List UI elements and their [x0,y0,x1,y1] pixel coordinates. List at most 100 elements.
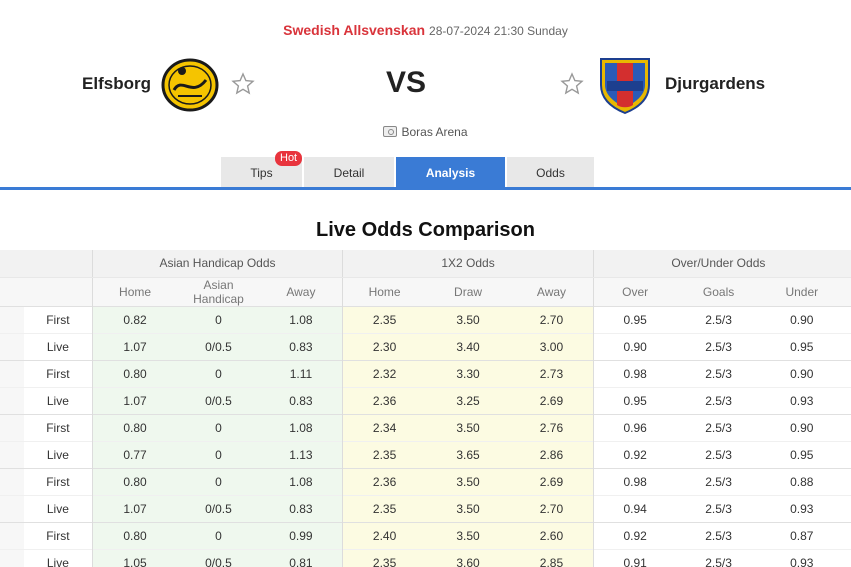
ou-under-odds[interactable]: 0.90 [760,413,843,441]
table-row[interactable]: First 0.80 0 1.11 2.32 3.30 2.73 0.98 2.5/3 0.90 [0,359,851,387]
x12-draw-odds[interactable]: 3.40 [425,332,511,360]
x12-home-odds[interactable]: 2.34 [342,413,426,441]
ah-away-odds[interactable]: 1.08 [259,467,343,495]
ah-away-odds[interactable]: 0.83 [259,494,343,522]
ou-over-odds[interactable]: 0.94 [592,494,677,522]
ou-under-odds[interactable]: 0.93 [760,548,843,567]
x12-away-odds[interactable]: 2.73 [510,359,594,387]
x12-draw-odds[interactable]: 3.60 [425,548,511,567]
ah-line[interactable]: 0 [177,305,260,333]
ah-line[interactable]: 0/0.5 [177,332,260,360]
ah-home-odds[interactable]: 1.05 [91,548,178,567]
x12-home-odds[interactable]: 2.35 [342,440,426,468]
ah-line[interactable]: 0 [177,521,260,549]
table-row[interactable]: First 0.80 0 1.08 2.34 3.50 2.76 0.96 2.5/3 0.90 [0,413,851,441]
x12-draw-odds[interactable]: 3.50 [425,467,511,495]
table-row[interactable]: Live 0.77 0 1.13 2.35 3.65 2.86 0.92 2.5/3 0.95 [0,440,851,468]
ou-under-odds[interactable]: 0.95 [760,332,843,360]
favorite-star-icon[interactable] [560,72,584,96]
table-row[interactable]: Live 1.05 0/0.5 0.81 2.35 3.60 2.85 0.91 2.5/3 0.… [0,548,851,567]
x12-home-odds[interactable]: 2.35 [342,548,426,567]
ah-away-odds[interactable]: 0.81 [259,548,343,567]
elfsborg-crest-icon[interactable] [160,58,220,112]
table-row[interactable]: First 0.80 0 0.99 2.40 3.50 2.60 0.92 2.5/3 0.87 [0,521,851,549]
ah-home-odds[interactable]: 0.80 [91,413,178,441]
ou-over-odds[interactable]: 0.96 [592,413,677,441]
ah-away-odds[interactable]: 1.08 [259,413,343,441]
ou-over-odds[interactable]: 0.92 [592,521,677,549]
ah-line[interactable]: 0 [177,467,260,495]
table-row[interactable]: First 0.82 0 1.08 2.35 3.50 2.70 0.95 2.5/3 0.90 [0,305,851,333]
ou-goals-line[interactable]: 2.5/3 [676,413,761,441]
ah-home-odds[interactable]: 1.07 [91,494,178,522]
tab-detail[interactable]: Detail [304,157,394,188]
ou-under-odds[interactable]: 0.88 [760,467,843,495]
table-row[interactable]: First 0.80 0 1.08 2.36 3.50 2.69 0.98 2.5/3 0.88 [0,467,851,495]
djurgardens-crest-icon[interactable] [597,55,653,115]
x12-away-odds[interactable]: 2.70 [510,305,594,333]
ah-away-odds[interactable]: 1.08 [259,305,343,333]
x12-away-odds[interactable]: 2.70 [510,494,594,522]
ah-home-odds[interactable]: 1.07 [91,332,178,360]
ah-line[interactable]: 0/0.5 [177,494,260,522]
ah-away-odds[interactable]: 0.99 [259,521,343,549]
away-team-name[interactable]: Djurgardens [665,74,766,93]
ah-away-odds[interactable]: 1.11 [259,359,343,387]
ou-goals-line[interactable]: 2.5/3 [676,386,761,414]
ou-over-odds[interactable]: 0.95 [592,305,677,333]
ah-line[interactable]: 0/0.5 [177,386,260,414]
ou-over-odds[interactable]: 0.90 [592,332,677,360]
tab-tips[interactable]: Tips Hot [221,151,303,188]
ah-home-odds[interactable]: 0.80 [91,521,178,549]
ou-over-odds[interactable]: 0.92 [592,440,677,468]
x12-draw-odds[interactable]: 3.50 [425,494,511,522]
ah-away-odds[interactable]: 0.83 [259,386,343,414]
ou-under-odds[interactable]: 0.90 [760,359,843,387]
ah-home-odds[interactable]: 0.80 [91,467,178,495]
x12-draw-odds[interactable]: 3.65 [425,440,511,468]
table-row[interactable]: Live 1.07 0/0.5 0.83 2.30 3.40 3.00 0.90 2.5/3 0.… [0,332,851,360]
x12-away-odds[interactable]: 2.69 [510,467,594,495]
x12-draw-odds[interactable]: 3.50 [425,521,511,549]
ou-under-odds[interactable]: 0.95 [760,440,843,468]
ou-over-odds[interactable]: 0.95 [592,386,677,414]
ou-over-odds[interactable]: 0.98 [592,359,677,387]
x12-home-odds[interactable]: 2.30 [342,332,426,360]
ou-goals-line[interactable]: 2.5/3 [676,440,761,468]
x12-home-odds[interactable]: 2.36 [342,467,426,495]
x12-away-odds[interactable]: 2.86 [510,440,594,468]
ah-home-odds[interactable]: 1.07 [91,386,178,414]
table-row[interactable]: Live 1.07 0/0.5 0.83 2.35 3.50 2.70 0.94 2.5/3 0.… [0,494,851,522]
x12-home-odds[interactable]: 2.35 [342,305,426,333]
x12-away-odds[interactable]: 2.69 [510,386,594,414]
tab-analysis[interactable]: Analysis [396,157,505,188]
ah-home-odds[interactable]: 0.77 [91,440,178,468]
x12-draw-odds[interactable]: 3.50 [425,413,511,441]
ou-goals-line[interactable]: 2.5/3 [676,332,761,360]
ah-line[interactable]: 0 [177,413,260,441]
ah-line[interactable]: 0 [177,440,260,468]
x12-home-odds[interactable]: 2.35 [342,494,426,522]
tab-odds[interactable]: Odds [507,157,594,188]
ou-goals-line[interactable]: 2.5/3 [676,494,761,522]
ou-under-odds[interactable]: 0.93 [760,386,843,414]
home-team-name[interactable]: Elfsborg [82,74,151,93]
ah-away-odds[interactable]: 1.13 [259,440,343,468]
x12-home-odds[interactable]: 2.36 [342,386,426,414]
x12-home-odds[interactable]: 2.40 [342,521,426,549]
table-row[interactable]: Live 1.07 0/0.5 0.83 2.36 3.25 2.69 0.95 2.5/3 0.… [0,386,851,414]
ah-away-odds[interactable]: 0.83 [259,332,343,360]
x12-away-odds[interactable]: 3.00 [510,332,594,360]
x12-home-odds[interactable]: 2.32 [342,359,426,387]
league-name[interactable]: Swedish Allsvenskan [283,22,426,38]
ah-home-odds[interactable]: 0.82 [91,305,178,333]
x12-away-odds[interactable]: 2.85 [510,548,594,567]
ou-over-odds[interactable]: 0.91 [592,548,677,567]
x12-away-odds[interactable]: 2.60 [510,521,594,549]
ou-goals-line[interactable]: 2.5/3 [676,548,761,567]
ah-line[interactable]: 0/0.5 [177,548,260,567]
ou-under-odds[interactable]: 0.93 [760,494,843,522]
ou-goals-line[interactable]: 2.5/3 [676,305,761,333]
favorite-star-icon[interactable] [231,72,255,96]
ou-goals-line[interactable]: 2.5/3 [676,467,761,495]
